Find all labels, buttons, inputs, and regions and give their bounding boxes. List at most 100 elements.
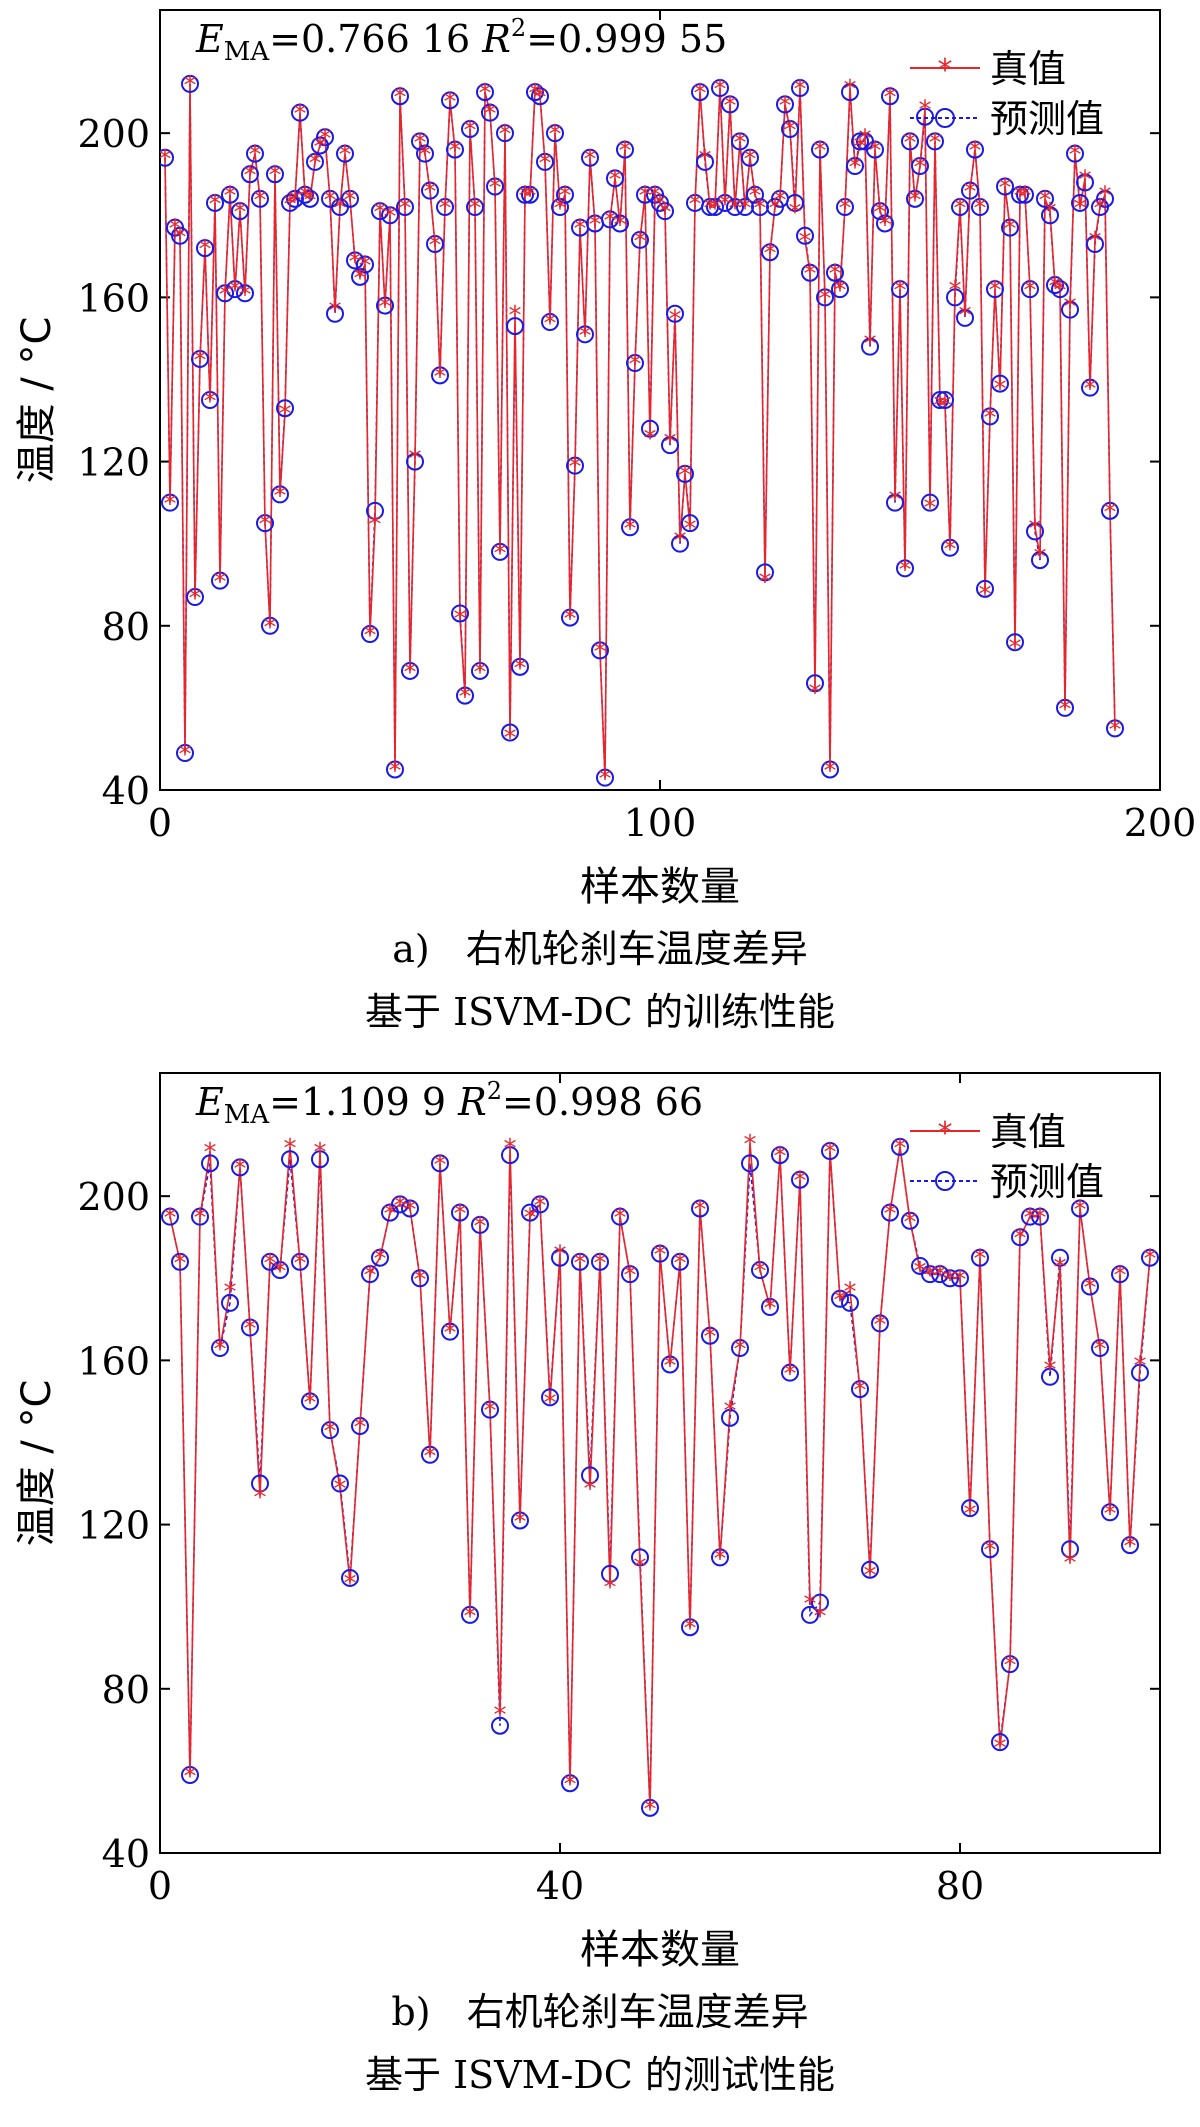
predicted-marker [641, 419, 659, 438]
true-marker: * [729, 194, 742, 224]
true-marker: * [369, 510, 382, 540]
predicted-marker [461, 120, 479, 139]
predicted-marker [896, 559, 914, 578]
true-marker: * [1079, 165, 1092, 195]
true-marker: * [314, 1138, 327, 1168]
predicted-marker [191, 1207, 209, 1226]
predicted-marker [1041, 1367, 1059, 1386]
predicted-marker [231, 1158, 249, 1177]
legend-marker-true: * [938, 1116, 953, 1151]
predicted-marker [176, 744, 194, 763]
predicted-marker [1051, 280, 1069, 299]
true-marker: * [929, 128, 942, 158]
predicted-marker [711, 79, 729, 97]
true-marker: * [274, 481, 287, 511]
true-marker: * [739, 194, 752, 224]
y-tick-label: 120 [77, 441, 150, 485]
predicted-marker [421, 181, 439, 200]
predicted-marker [941, 538, 959, 557]
predicted-marker [1011, 185, 1029, 204]
true-marker: * [464, 116, 477, 146]
y-tick-label: 200 [77, 1175, 150, 1219]
predicted-marker [901, 1211, 919, 1230]
true-marker: * [954, 1265, 967, 1295]
predicted-marker [1101, 501, 1119, 520]
predicted-marker [801, 1605, 819, 1624]
true-marker: * [374, 198, 387, 228]
true-marker: * [489, 174, 502, 204]
predicted-marker [971, 198, 989, 217]
true-marker: * [404, 658, 417, 688]
caption-b-prefix: b) [391, 1990, 431, 2034]
predicted-marker [391, 87, 409, 106]
predicted-marker [841, 83, 859, 102]
predicted-marker [1141, 1248, 1159, 1267]
predicted-marker [581, 148, 599, 167]
predicted-marker [511, 1511, 529, 1530]
true-marker: * [454, 1200, 467, 1230]
caption-a-prefix: a) [392, 927, 430, 971]
true-marker: * [244, 1315, 257, 1345]
true-marker: * [654, 190, 667, 220]
true-marker: * [1144, 1245, 1157, 1275]
true-marker: * [569, 453, 582, 483]
true-marker: * [809, 678, 822, 708]
true-marker: * [324, 186, 337, 216]
predicted-marker [676, 464, 694, 483]
true-marker: * [204, 387, 217, 417]
true-marker: * [714, 75, 727, 105]
true-marker: * [204, 1138, 217, 1168]
true-marker: * [849, 153, 862, 183]
predicted-marker [876, 214, 894, 233]
true-marker: * [514, 654, 527, 684]
true-marker: * [914, 153, 927, 183]
true-marker: * [1099, 182, 1112, 212]
true-marker: * [449, 137, 462, 167]
predicted-marker [951, 1269, 969, 1288]
true-marker: * [299, 182, 312, 212]
predicted-marker [296, 185, 314, 204]
true-marker: * [984, 1536, 997, 1566]
predicted-marker [491, 542, 509, 561]
caption-b-line2: 基于 ISVM-DC 的测试性能 [365, 2053, 835, 2097]
true-marker: * [964, 178, 977, 208]
true-marker: * [164, 1204, 177, 1234]
predicted-marker [941, 1269, 959, 1288]
true-marker: * [209, 190, 222, 220]
true-marker: * [639, 182, 652, 212]
true-marker: * [424, 1442, 437, 1472]
true-marker: * [1054, 1253, 1067, 1283]
true-marker: * [659, 198, 672, 228]
true-marker: * [539, 149, 552, 179]
predicted-marker [831, 280, 849, 299]
predicted-marker [201, 1154, 219, 1173]
predicted-marker [606, 169, 624, 188]
true-marker: * [524, 1204, 537, 1234]
true-marker: * [799, 227, 812, 257]
predicted-marker [791, 79, 809, 97]
predicted-marker [621, 1265, 639, 1284]
predicted-marker [771, 1146, 789, 1165]
true-marker: * [754, 1257, 767, 1287]
predicted-marker [1076, 173, 1094, 192]
true-marker: * [1024, 276, 1037, 306]
true-marker: * [579, 321, 592, 351]
predicted-marker [501, 723, 519, 742]
true-marker: * [1044, 198, 1057, 228]
true-marker: * [774, 1142, 787, 1172]
predicted-marker [591, 1252, 609, 1271]
predicted-marker [1001, 218, 1019, 237]
true-marker: * [254, 1483, 267, 1513]
true-marker: * [264, 613, 277, 643]
true-marker: * [549, 120, 562, 150]
true-marker: * [1064, 293, 1077, 323]
predicted-marker [761, 1298, 779, 1316]
predicted-marker [731, 1339, 749, 1358]
true-marker: * [574, 215, 587, 245]
true-marker: * [1094, 194, 1107, 224]
true-marker: * [189, 584, 202, 614]
predicted-marker [821, 760, 839, 779]
legend-label-true: 真值 [990, 47, 1066, 91]
predicted-marker [161, 1207, 179, 1226]
true-marker: * [904, 128, 917, 158]
